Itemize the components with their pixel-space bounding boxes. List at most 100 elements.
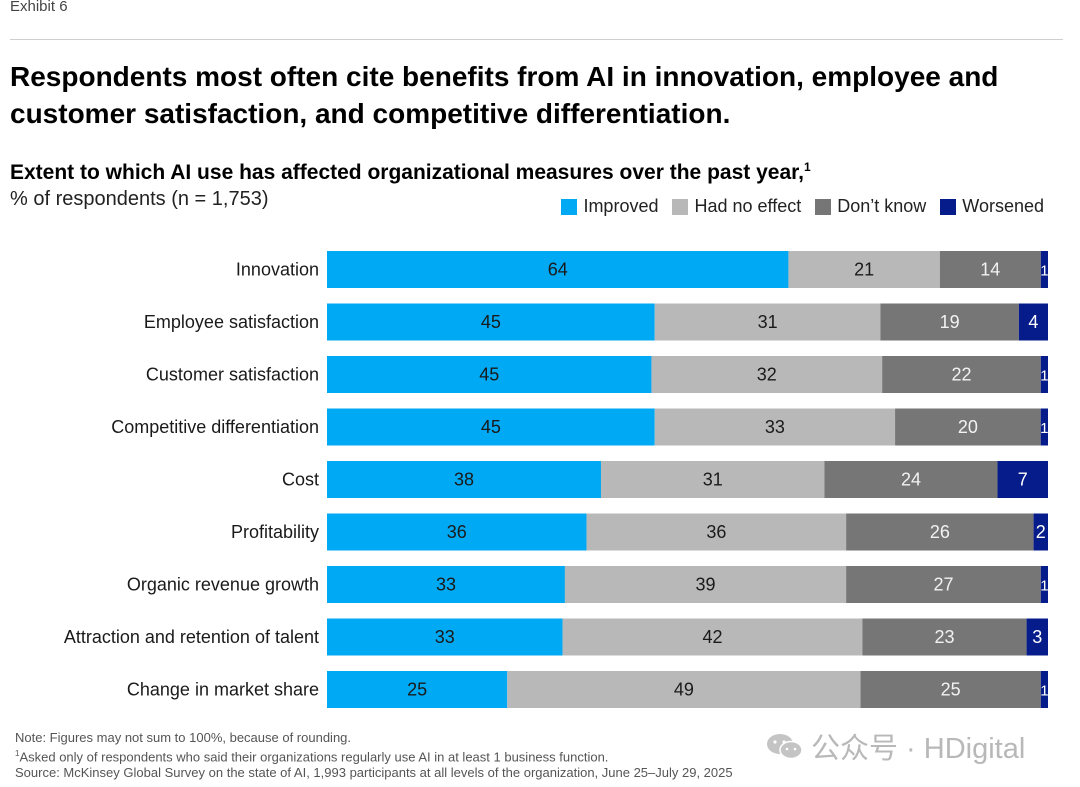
legend-label-worsened: Worsened [962,196,1044,216]
legend-item-improved: Improved [561,196,658,217]
legend-label-improved: Improved [583,196,659,216]
legend-label-had-no-effect: Had no effect [694,196,802,216]
data-label-had-no-effect-attraction-and-retention-of-talent: 42 [702,627,722,647]
data-label-improved-change-in-market-share: 25 [407,680,427,700]
data-label-had-no-effect-competitive-differentiation: 33 [765,417,785,437]
legend-label-dont-know: Don’t know [837,196,927,216]
data-label-don-t-know-customer-satisfaction: 22 [951,365,971,385]
data-label-worsened-competitive-differentiation: 1 [1040,420,1048,437]
data-label-improved-profitability: 36 [447,522,467,542]
legend-item-dont-know: Don’t know [815,196,926,217]
watermark: 公众号 · HDigital [765,725,1025,767]
data-label-don-t-know-cost: 24 [901,470,921,490]
data-label-improved-attraction-and-retention-of-talent: 33 [435,627,455,647]
watermark-text: 公众号 · HDigital [811,733,1026,765]
bar-don-t-know-organic-revenue-growth [846,566,1041,603]
bar-had-no-effect-cost [600,461,825,498]
bar-had-no-effect-attraction-and-retention-of-talent [562,618,863,656]
bar-improved-employee-satisfaction [327,303,655,341]
data-label-worsened-customer-satisfaction: 1 [1040,368,1048,385]
bar-don-t-know-employee-satisfaction [880,303,1019,341]
data-label-worsened-innovation: 1 [1040,263,1048,280]
bar-improved-competitive-differentiation [327,408,655,446]
bar-had-no-effect-organic-revenue-growth [564,566,847,603]
legend-swatch-improved [561,198,578,215]
units-label: % of respondents (n = 1,753) [10,188,269,210]
bar-had-no-effect-innovation [788,251,940,288]
bar-worsened-customer-satisfaction [1040,356,1048,393]
bar-had-no-effect-profitability [586,513,847,551]
header-divider [10,39,1063,40]
legend-item-had-no-effect: Had no effect [672,196,801,217]
data-label-don-t-know-competitive-differentiation: 20 [958,417,978,437]
data-label-worsened-change-in-market-share: 1 [1040,683,1048,700]
data-label-don-t-know-employee-satisfaction: 19 [940,312,960,332]
data-label-improved-innovation: 64 [548,260,568,280]
data-label-improved-competitive-differentiation: 45 [481,417,501,437]
footer-source: Source: McKinsey Global Survey on the st… [15,765,733,781]
category-label-innovation: Innovation [236,260,319,280]
category-label-customer-satisfaction: Customer satisfaction [146,365,319,385]
chart-subtitle: Extent to which AI use has affected orga… [10,160,811,185]
category-label-profitability: Profitability [231,522,319,542]
data-label-worsened-employee-satisfaction: 4 [1028,312,1038,332]
footer-note: Note: Figures may not sum to 100%, becau… [15,730,352,745]
data-label-don-t-know-attraction-and-retention-of-talent: 23 [934,627,954,647]
data-label-had-no-effect-profitability: 36 [706,522,726,542]
legend: Improved Had no effect Don’t know Worsen… [547,196,1044,217]
bar-don-t-know-attraction-and-retention-of-talent [862,618,1027,656]
data-label-had-no-effect-change-in-market-share: 49 [674,680,694,700]
legend-swatch-dont-know [815,198,832,215]
data-label-don-t-know-innovation: 14 [980,260,1000,280]
category-label-competitive-differentiation: Competitive differentiation [111,417,319,437]
category-label-cost: Cost [282,470,319,490]
footer-footnote-marker: 1 [15,749,20,758]
footer-footnote-line: 1Asked only of respondents who said thei… [15,746,733,765]
bar-don-t-know-competitive-differentiation [895,408,1041,446]
bar-improved-profitability [327,513,587,551]
bar-had-no-effect-employee-satisfaction [654,303,881,341]
category-label-change-in-market-share: Change in market share [127,680,319,700]
category-label-employee-satisfaction: Employee satisfaction [144,312,319,332]
subtitle-text: Extent to which AI use has affected orga… [10,161,804,184]
subtitle-footnote-marker: 1 [803,160,811,174]
data-label-had-no-effect-organic-revenue-growth: 39 [696,575,716,595]
bar-don-t-know-customer-satisfaction [882,356,1041,393]
data-label-improved-organic-revenue-growth: 33 [436,575,456,595]
bar-improved-attraction-and-retention-of-talent [327,618,563,656]
data-label-worsened-profitability: 2 [1036,522,1046,542]
bar-worsened-profitability [1033,513,1048,551]
bar-worsened-cost [997,461,1048,498]
bar-improved-cost [327,461,601,498]
bar-improved-change-in-market-share [327,671,508,708]
bar-improved-organic-revenue-growth [327,566,565,603]
bar-don-t-know-cost [824,461,998,498]
data-label-had-no-effect-employee-satisfaction: 31 [758,312,778,332]
footer-footnote: Asked only of respondents who said their… [19,749,609,765]
data-label-don-t-know-profitability: 26 [930,522,950,542]
bar-had-no-effect-change-in-market-share [507,671,861,708]
bar-don-t-know-innovation [939,251,1041,288]
bar-worsened-change-in-market-share [1040,671,1048,708]
bar-improved-innovation [327,251,789,288]
bar-had-no-effect-competitive-differentiation [654,408,896,446]
bar-had-no-effect-customer-satisfaction [651,356,883,393]
wechat-icon [767,734,803,760]
bar-worsened-employee-satisfaction [1018,303,1048,341]
legend-swatch-worsened [940,198,957,215]
data-label-worsened-attraction-and-retention-of-talent: 3 [1032,627,1042,647]
category-label-organic-revenue-growth: Organic revenue growth [127,575,319,595]
footer: Note: Figures may not sum to 100%, becau… [15,730,733,781]
data-label-improved-customer-satisfaction: 45 [479,365,499,385]
category-label-attraction-and-retention-of-talent: Attraction and retention of talent [64,627,319,647]
legend-swatch-had-no-effect [672,198,689,215]
bar-worsened-innovation [1040,251,1048,288]
data-label-don-t-know-organic-revenue-growth: 27 [933,575,953,595]
bar-don-t-know-change-in-market-share [860,671,1041,708]
legend-item-worsened: Worsened [940,196,1044,217]
data-label-improved-employee-satisfaction: 45 [481,312,501,332]
exhibit-label: Exhibit 6 [10,0,68,15]
data-label-had-no-effect-innovation: 21 [854,260,874,280]
data-label-worsened-cost: 7 [1018,470,1028,490]
